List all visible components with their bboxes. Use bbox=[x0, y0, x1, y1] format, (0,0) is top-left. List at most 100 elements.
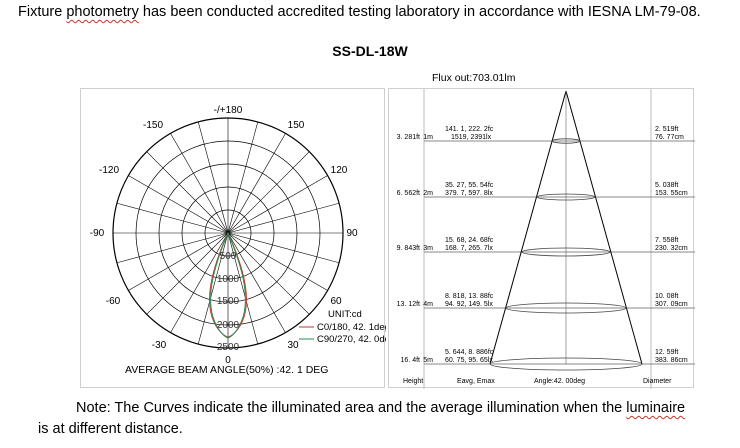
spellcheck-word[interactable]: photometry bbox=[66, 4, 139, 20]
angle-label-neg150: -150 bbox=[143, 120, 163, 131]
polar-spoke bbox=[227, 151, 310, 234]
cone-ellipse bbox=[505, 302, 627, 314]
polar-spoke bbox=[128, 175, 229, 234]
angle-label-180: -/+180 bbox=[214, 105, 243, 116]
legend-c0: C0/180, 42. 1deg bbox=[317, 322, 386, 333]
polar-spoke bbox=[128, 232, 229, 291]
angle-label-neg60: -60 bbox=[106, 296, 121, 307]
cone-ellipse bbox=[489, 357, 643, 371]
eavg-lx: 379. 7, 597. 8lx bbox=[445, 190, 493, 197]
cone-diagram-panel: 3. 281ft 1m 141. 1, 222. 2fc 1519, 2391l… bbox=[388, 88, 695, 389]
radial-label: 2500 bbox=[217, 342, 240, 353]
angle-label-neg120: -120 bbox=[99, 165, 119, 176]
eavg-fc: 5. 644, 8. 886fc bbox=[445, 349, 494, 356]
diameter-ft: 2. 519ft bbox=[655, 126, 678, 133]
eavg-lx: 168. 7, 265. 7lx bbox=[445, 245, 493, 252]
diameter-cm: 383. 86cm bbox=[655, 357, 688, 364]
footer-height: Height bbox=[403, 378, 423, 385]
footer-diameter: Diameter bbox=[643, 378, 672, 385]
eavg-lx: 94. 92, 149. 5lx bbox=[445, 301, 493, 308]
diameter-cm: 307. 09cm bbox=[655, 301, 688, 308]
angle-label-neg90: -90 bbox=[90, 228, 105, 239]
polar-spoke bbox=[116, 232, 229, 264]
polar-spoke bbox=[227, 232, 310, 315]
polar-spoke bbox=[227, 232, 286, 333]
polar-diagram-panel: -/+180 -150 150 -120 120 -90 90 -60 60 -… bbox=[80, 88, 386, 388]
angle-label-neg30: -30 bbox=[152, 340, 167, 351]
eavg-fc: 35. 27, 55. 54fc bbox=[445, 182, 494, 189]
spellcheck-word[interactable]: luminaire bbox=[626, 400, 686, 416]
eavg-fc: 141. 1, 222. 2fc bbox=[445, 126, 494, 133]
radial-label: 1500 bbox=[217, 296, 240, 307]
intro-text-part: has been conducted accredited testing la… bbox=[138, 4, 701, 20]
polar-spoke bbox=[227, 232, 259, 345]
polar-spoke bbox=[227, 232, 328, 291]
diameter-ft: 5. 038ft bbox=[655, 182, 678, 189]
note-line-1: Note: The Curves indicate the illuminate… bbox=[38, 398, 698, 419]
height-m: 3m bbox=[423, 245, 433, 252]
polar-spoke bbox=[227, 175, 328, 234]
cone-diagram: 3. 281ft 1m 141. 1, 222. 2fc 1519, 2391l… bbox=[397, 89, 695, 389]
polar-curves bbox=[209, 231, 247, 339]
model-title: SS-DL-18W bbox=[332, 43, 408, 59]
height-ft: 9. 843ft bbox=[397, 245, 420, 252]
diameter-ft: 10. 08ft bbox=[655, 293, 678, 300]
eavg-lx: 1519, 2391lx bbox=[451, 134, 492, 141]
polar-spoke bbox=[146, 151, 229, 234]
diameter-ft: 12. 59ft bbox=[655, 349, 678, 356]
diameter-ft: 7. 558ft bbox=[655, 237, 678, 244]
height-ft: 3. 281ft bbox=[397, 134, 420, 141]
height-m: 5m bbox=[423, 357, 433, 364]
polar-grid bbox=[112, 117, 344, 349]
height-ft: 6. 562ft bbox=[397, 190, 420, 197]
curve-c0-180 bbox=[209, 231, 247, 338]
note-line-2: is at different distance. bbox=[38, 421, 183, 437]
intro-paragraph: Fixture photometry has been conducted ac… bbox=[18, 2, 718, 23]
note-paragraph: Note: The Curves indicate the illuminate… bbox=[38, 398, 698, 440]
height-ft: 13. 12ft bbox=[397, 301, 420, 308]
polar-spoke bbox=[197, 232, 229, 345]
diameter-cm: 153. 55cm bbox=[655, 190, 688, 197]
height-ft: 16. 4ft bbox=[401, 357, 421, 364]
polar-spoke bbox=[227, 133, 286, 234]
flux-out-label: Flux out:703.01lm bbox=[432, 72, 516, 84]
cone-edge-right bbox=[565, 90, 643, 365]
diameter-cm: 76. 77cm bbox=[655, 134, 684, 141]
cone-ellipse bbox=[521, 247, 611, 257]
polar-diagram: -/+180 -150 150 -120 120 -90 90 -60 60 -… bbox=[90, 105, 386, 376]
footer-eavg: Eavg, Emax bbox=[457, 378, 495, 385]
unit-label: UNIT:cd bbox=[328, 309, 362, 320]
polar-spoke bbox=[227, 121, 259, 234]
polar-spoke bbox=[197, 121, 229, 234]
intro-text-part: Fixture bbox=[18, 4, 67, 20]
legend-c90: C90/270, 42. 0deg bbox=[317, 334, 386, 345]
angle-label-120: 120 bbox=[331, 165, 348, 176]
angle-label-30: 30 bbox=[287, 340, 299, 351]
angle-label-150: 150 bbox=[288, 120, 305, 131]
beam-angle-text: AVERAGE BEAM ANGLE(50%) :42. 1 DEG bbox=[125, 364, 328, 376]
polar-spoke bbox=[227, 202, 340, 234]
eavg-fc: 15. 68, 24. 68fc bbox=[445, 237, 494, 244]
curve-c90-270 bbox=[210, 231, 246, 339]
angle-label-90: 90 bbox=[346, 228, 358, 239]
polar-spoke bbox=[116, 202, 229, 234]
height-m: 2m bbox=[423, 190, 433, 197]
cone-ellipse bbox=[536, 193, 596, 201]
eavg-lx: 60. 75, 95. 65lx bbox=[445, 357, 493, 364]
height-m: 4m bbox=[423, 301, 433, 308]
diameter-cm: 230. 32cm bbox=[655, 245, 688, 252]
footer-angle: Angle:42. 00deg bbox=[534, 378, 585, 385]
radial-label: 500 bbox=[220, 251, 237, 262]
polar-spoke bbox=[170, 133, 229, 234]
note-text: Note: The Curves indicate the illuminate… bbox=[76, 400, 627, 416]
cone-edge-left bbox=[489, 90, 567, 365]
eavg-fc: 8. 818, 13. 88fc bbox=[445, 293, 494, 300]
angle-label-0: 0 bbox=[225, 355, 231, 366]
radial-label: 1000 bbox=[217, 274, 240, 285]
cone-ellipse bbox=[551, 138, 581, 144]
height-m: 1m bbox=[423, 134, 433, 141]
radial-label: 2000 bbox=[217, 320, 240, 331]
angle-label-60: 60 bbox=[330, 296, 342, 307]
polar-spoke bbox=[146, 232, 229, 315]
polar-spoke bbox=[170, 232, 229, 333]
